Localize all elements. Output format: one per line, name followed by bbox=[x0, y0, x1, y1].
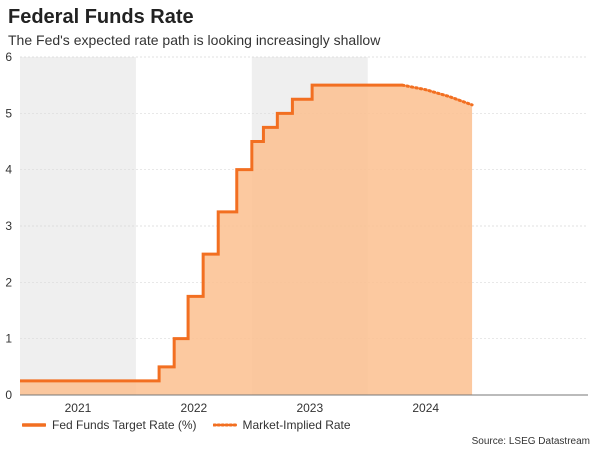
y-tick-label: 0 bbox=[5, 388, 12, 402]
rate-area-fill bbox=[20, 85, 473, 396]
y-tick-label: 5 bbox=[5, 106, 12, 120]
legend-item-market-implied: Market-Implied Rate bbox=[212, 418, 351, 432]
legend-item-target-rate: Fed Funds Target Rate (%) bbox=[22, 418, 197, 432]
x-tick-label: 2024 bbox=[412, 401, 439, 415]
solid-line-swatch-icon bbox=[22, 423, 46, 427]
x-tick-label: 2023 bbox=[296, 401, 323, 415]
chart-title: Federal Funds Rate bbox=[8, 6, 194, 28]
y-tick-label: 1 bbox=[5, 332, 12, 346]
legend-label-market-implied: Market-Implied Rate bbox=[242, 418, 351, 432]
x-tick-label: 2022 bbox=[181, 401, 208, 415]
target-rate-line bbox=[20, 83, 403, 383]
y-tick-label: 6 bbox=[5, 50, 12, 64]
y-tick-label: 3 bbox=[5, 219, 12, 233]
y-tick-label: 2 bbox=[5, 275, 12, 289]
market-implied-line bbox=[401, 83, 474, 107]
legend: Fed Funds Target Rate (%) Market-Implied… bbox=[22, 418, 367, 432]
y-tick-label: 4 bbox=[5, 163, 12, 177]
x-tick-label: 2021 bbox=[65, 401, 92, 415]
chart-subtitle: The Fed's expected rate path is looking … bbox=[8, 32, 381, 48]
dotted-line-swatch-icon bbox=[212, 423, 237, 427]
source-note: Source: LSEG Datastream bbox=[471, 436, 590, 447]
legend-label-target-rate: Fed Funds Target Rate (%) bbox=[52, 418, 197, 432]
